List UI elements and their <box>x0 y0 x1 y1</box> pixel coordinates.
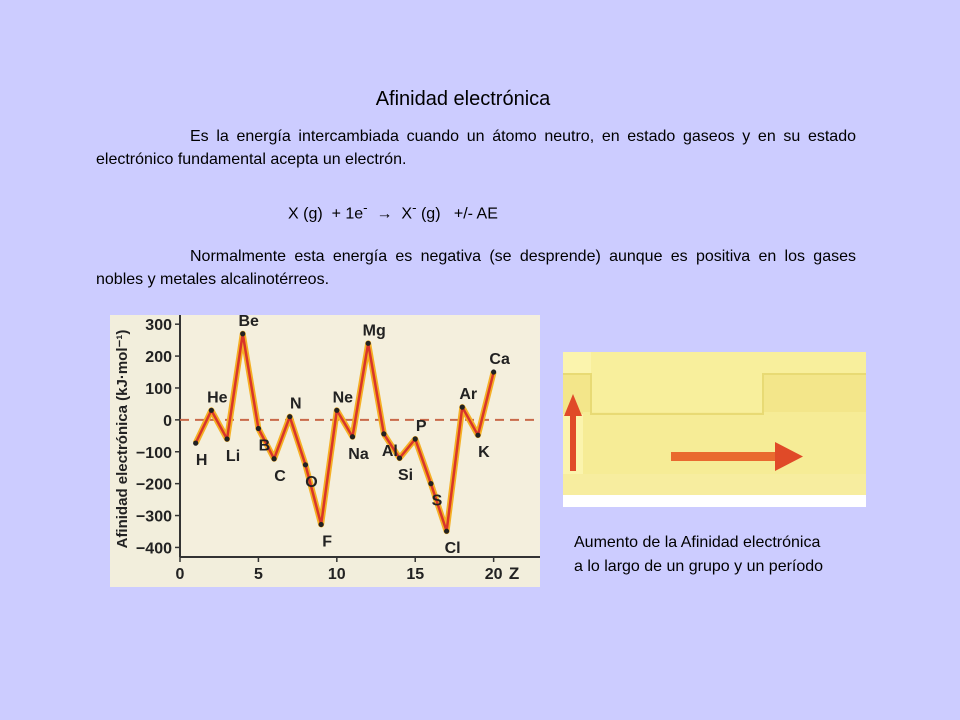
data-point <box>491 369 497 375</box>
data-point <box>443 528 450 534</box>
point-label: Si <box>398 467 413 484</box>
data-point <box>365 340 371 346</box>
x-tick-label: 20 <box>485 566 503 583</box>
point-label: S <box>432 493 443 510</box>
point-label: Ne <box>333 389 354 406</box>
x-tick-label: 10 <box>328 566 346 583</box>
data-point <box>240 331 246 337</box>
point-label: N <box>290 396 302 413</box>
data-point <box>381 431 387 437</box>
point-label: F <box>322 533 332 550</box>
point-label: K <box>478 444 490 461</box>
sign-paragraph: Normalmente esta energía es negativa (se… <box>96 248 856 288</box>
point-label: B <box>259 437 271 454</box>
data-point <box>287 414 293 420</box>
data-point <box>193 440 199 446</box>
data-point <box>349 434 356 440</box>
equation-arrow: → X <box>367 205 413 223</box>
series-line <box>194 332 495 533</box>
y-tick-label: 300 <box>145 317 172 334</box>
data-point <box>475 432 481 438</box>
y-tick-label: 200 <box>145 349 172 366</box>
y-axis-label: Afinidad electrónica (kJ·mol⁻¹) <box>114 330 131 549</box>
caption-line-2: a lo largo de un grupo y un período <box>574 558 824 575</box>
data-point <box>396 455 403 461</box>
data-point <box>271 456 277 462</box>
y-tick-label: 0 <box>163 413 172 430</box>
point-label: He <box>207 389 228 406</box>
group-arrow-icon <box>564 394 582 471</box>
caption-line-1: Aumento de la Afinidad electrónica <box>574 534 821 551</box>
trend-diagram <box>563 352 866 507</box>
electron-charge: - <box>363 200 368 215</box>
data-point <box>412 436 418 442</box>
x-axis-label: Z <box>509 564 519 583</box>
diagram-bottom-strip <box>563 474 866 495</box>
slide-title: Afinidad electrónica <box>375 88 551 110</box>
x-tick-label: 15 <box>406 566 424 583</box>
data-point <box>318 521 324 528</box>
point-label: Al <box>382 443 398 460</box>
data-point <box>224 436 230 442</box>
point-label: Mg <box>363 322 386 339</box>
data-point <box>302 462 309 468</box>
x-tick-label: 0 <box>176 566 185 583</box>
point-label: O <box>305 474 317 491</box>
definition-paragraph: Es la energía intercambiada cuando un át… <box>96 128 856 168</box>
anion-charge: - <box>412 200 417 215</box>
point-label: P <box>416 418 427 435</box>
data-point <box>208 407 214 413</box>
point-label: Na <box>348 446 369 463</box>
y-tick-label: −300 <box>136 509 172 526</box>
y-tick-label: −100 <box>136 445 172 462</box>
x-tick-label: 5 <box>254 566 263 583</box>
data-point <box>459 404 465 410</box>
point-label: Li <box>226 448 240 465</box>
point-label: Cl <box>445 540 461 557</box>
y-tick-label: 100 <box>145 381 172 398</box>
plot-area <box>180 315 540 559</box>
point-label: H <box>196 452 208 469</box>
diagram-body-block <box>583 412 866 474</box>
data-point <box>428 481 434 487</box>
y-tick-label: −200 <box>136 477 172 494</box>
trend-diagram-svg <box>563 352 866 495</box>
equation-products: (g) +/- AE <box>416 205 498 223</box>
point-label: Be <box>239 315 260 330</box>
reaction-equation: X (g) + 1e- → X- (g) +/- AE <box>288 200 498 223</box>
diagram-caption: Aumento de la Afinidad electrónica a lo … <box>574 531 823 579</box>
period-arrow-icon <box>671 442 803 471</box>
data-point <box>334 407 340 413</box>
data-point <box>255 425 262 432</box>
y-tick-label: −400 <box>136 540 172 557</box>
point-label: Ar <box>459 386 477 403</box>
point-label: Ca <box>489 351 510 368</box>
electron-affinity-chart: 300 200 100 0 −100 −200 −300 −400 Afinidad elect… <box>110 315 540 587</box>
equation-reactants: X (g) + 1e <box>288 205 364 223</box>
diagram-step-outline <box>563 373 866 415</box>
point-label: C <box>274 468 286 485</box>
